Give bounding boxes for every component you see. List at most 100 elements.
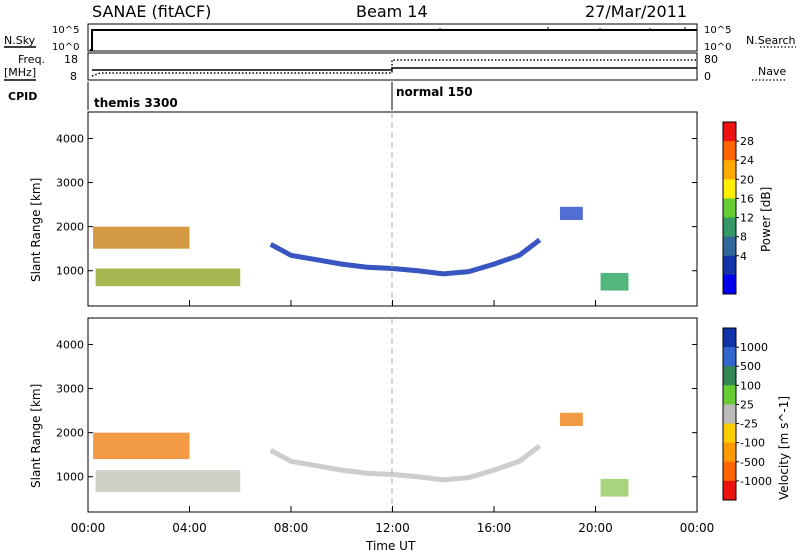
velocity-ytick-label: 1000 bbox=[56, 471, 84, 484]
nsky-spikes bbox=[439, 27, 686, 30]
freq-label: Freq. bbox=[18, 53, 45, 66]
velocity-colorbar-tick-label: -500 bbox=[740, 456, 765, 469]
power-colorbar-tick-label: 28 bbox=[740, 135, 754, 148]
nsky-frame bbox=[87, 23, 698, 52]
date-title: 27/Mar/2011 bbox=[585, 2, 687, 21]
velocity-xticks: 00:00 04:00 08:00 12:00 16:00 20:00 00:00 bbox=[71, 300, 715, 535]
freq-unit: [MHz] bbox=[4, 66, 36, 79]
velocity-colorbar-tick-label: -1000 bbox=[740, 475, 772, 488]
power-colorbar-segment bbox=[723, 255, 736, 276]
velocity-colorbar-tick-label: 100 bbox=[740, 379, 761, 392]
velocity-colorbar-tick-label: 500 bbox=[740, 360, 761, 373]
nave-label: Nave bbox=[758, 65, 786, 78]
velocity-echo-region bbox=[95, 470, 241, 493]
power-ytick-label: 3000 bbox=[56, 177, 84, 190]
velocity-ytick-label: 2000 bbox=[56, 427, 84, 440]
power-echoes bbox=[93, 206, 629, 291]
velocity-colorbar-frame bbox=[722, 327, 737, 501]
power-colorbar-tick-label: 20 bbox=[740, 173, 754, 186]
velocity-echo-region bbox=[93, 432, 190, 460]
power-ytick-label: 2000 bbox=[56, 221, 84, 234]
cpid-label: CPID bbox=[8, 90, 37, 103]
freq-tick-top: 18 bbox=[64, 53, 78, 66]
velocity-colorbar-tick-label: 1000 bbox=[740, 341, 768, 354]
nsky-tick-top: 10^5 bbox=[52, 25, 79, 36]
nsearch-tick-bottom: 10^0 bbox=[704, 42, 731, 53]
velocity-ytick-label: 4000 bbox=[56, 338, 84, 351]
power-colorbar-label: Power [dB] bbox=[759, 187, 773, 252]
power-yticks: 1000 2000 3000 4000 bbox=[56, 132, 697, 278]
nsky-trace bbox=[90, 29, 697, 51]
velocity-colorbar-label: Velocity [m s^-1] bbox=[777, 396, 791, 500]
nsearch-tick-top: 10^5 bbox=[704, 25, 731, 36]
cpid-strip: CPID themis 3300 normal 150 bbox=[8, 82, 473, 110]
xtick-label: 08:00 bbox=[274, 521, 309, 535]
velocity-colorbar: 1000 500 100 25 -25 -100 -500 -1000 bbox=[722, 327, 772, 501]
power-colorbar-segment bbox=[723, 179, 736, 199]
velocity-colorbar-segment bbox=[723, 442, 736, 463]
beam-title: Beam 14 bbox=[356, 2, 428, 21]
velocity-colorbar-segment bbox=[723, 404, 736, 425]
xtick-label: 00:00 bbox=[680, 521, 715, 535]
power-echo-region bbox=[95, 268, 241, 287]
xtick-label: 00:00 bbox=[71, 521, 106, 535]
nave-tick-bottom: 0 bbox=[704, 70, 711, 83]
power-colorbar-tick-label: 24 bbox=[740, 154, 754, 167]
power-colorbar-tick-label: 4 bbox=[740, 250, 747, 263]
xtick-label: 04:00 bbox=[172, 521, 207, 535]
nsky-tick-bottom: 10^0 bbox=[52, 42, 79, 53]
velocity-colorbar-segment bbox=[723, 328, 736, 348]
velocity-xlabel: Time UT bbox=[365, 539, 416, 553]
xtick-label: 16:00 bbox=[477, 521, 512, 535]
velocity-colorbar-tick-label: 25 bbox=[740, 398, 754, 411]
station-title: SANAE (fitACF) bbox=[92, 2, 211, 21]
velocity-colorbar-tick-label: -100 bbox=[740, 437, 765, 450]
power-colorbar-segment bbox=[723, 198, 736, 219]
power-panel: 1000 2000 3000 4000 Slant Range [km] 28 24 20… bbox=[29, 111, 773, 307]
velocity-echo-region bbox=[559, 412, 583, 427]
nsky-panel: N.Sky 10^5 10^0 10^5 10^0 N.Search bbox=[4, 23, 796, 53]
nave-tick-top: 80 bbox=[704, 53, 718, 66]
power-colorbar-frame bbox=[722, 121, 737, 295]
cpid-segment-themis: themis 3300 bbox=[94, 96, 178, 110]
power-colorbar-segment bbox=[723, 122, 736, 142]
power-colorbar-segment bbox=[723, 160, 736, 180]
power-colorbar-segment bbox=[723, 236, 736, 257]
freq-panel: Freq. [MHz] 18 8 80 0 Nave bbox=[4, 52, 786, 83]
power-echo-region bbox=[559, 206, 583, 221]
cpid-segment-normal: normal 150 bbox=[396, 85, 473, 99]
power-ytick-label: 4000 bbox=[56, 132, 84, 145]
velocity-ylabel: Slant Range [km] bbox=[29, 384, 43, 488]
velocity-colorbar-tick-label: -25 bbox=[740, 418, 758, 431]
nsky-label: N.Sky bbox=[4, 34, 36, 47]
velocity-colorbar-segment bbox=[723, 347, 736, 367]
xtick-label: 12:00 bbox=[375, 521, 410, 535]
power-colorbar-segment bbox=[723, 217, 736, 238]
xtick-label: 20:00 bbox=[578, 521, 613, 535]
power-colorbar: 28 24 20 16 12 8 4 bbox=[722, 121, 754, 295]
velocity-colorbar-segment bbox=[723, 480, 736, 501]
power-colorbar-segment bbox=[723, 141, 736, 161]
power-echo-region bbox=[600, 272, 629, 291]
freq-frame bbox=[87, 52, 698, 81]
freq-tick-bottom: 8 bbox=[70, 70, 77, 83]
velocity-echo-region bbox=[600, 478, 629, 497]
power-colorbar-tick-label: 8 bbox=[740, 231, 747, 244]
freq-trace bbox=[92, 67, 697, 71]
velocity-echoes bbox=[93, 412, 629, 497]
velocity-colorbar-segment bbox=[723, 423, 736, 444]
velocity-colorbar-segment bbox=[723, 461, 736, 482]
power-colorbar-tick-label: 12 bbox=[740, 212, 754, 225]
power-colorbar-tick-label: 16 bbox=[740, 192, 754, 205]
velocity-ytick-label: 3000 bbox=[56, 383, 84, 396]
velocity-yticks: 1000 2000 3000 4000 bbox=[56, 338, 697, 484]
nsearch-label: N.Search bbox=[746, 34, 796, 47]
velocity-colorbar-segment bbox=[723, 385, 736, 405]
velocity-colorbar-segment bbox=[723, 366, 736, 386]
power-ylabel: Slant Range [km] bbox=[29, 178, 43, 282]
velocity-ionospheric-band bbox=[269, 443, 542, 483]
power-ionospheric-band bbox=[269, 237, 542, 277]
power-colorbar-segment bbox=[723, 274, 736, 295]
